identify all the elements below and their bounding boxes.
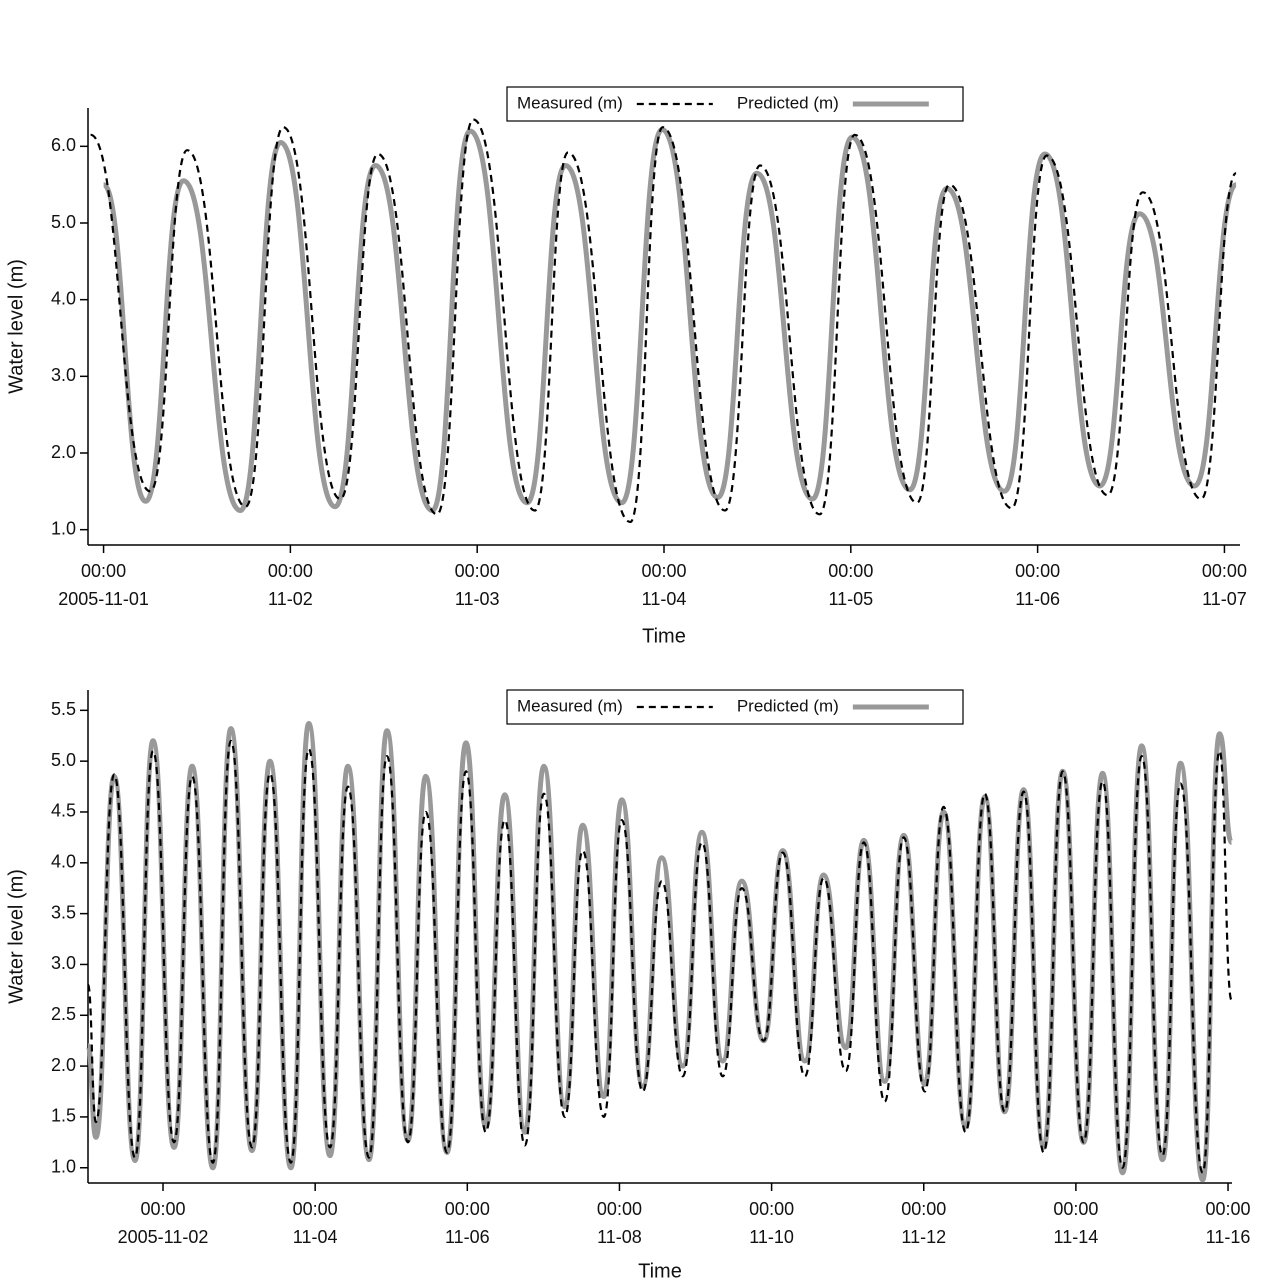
legend-label: Measured (m): [517, 93, 623, 112]
x-tick-label: 11-08: [597, 1227, 642, 1247]
series-line: [101, 127, 1239, 513]
x-tick-label: 11-03: [455, 589, 500, 609]
y-tick-label: 1.5: [51, 1106, 76, 1126]
y-tick-label: 2.5: [51, 1004, 76, 1024]
x-tick-label: 00:00: [641, 561, 686, 581]
y-tick-label: 4.0: [51, 852, 76, 872]
x-tick-label: 00:00: [268, 561, 313, 581]
x-axis-label: Time: [642, 625, 686, 647]
x-tick-label: 11-06: [445, 1227, 490, 1247]
x-tick-label: 11-06: [1015, 589, 1060, 609]
x-tick-label: 00:00: [828, 561, 873, 581]
legend-label: Measured (m): [517, 696, 623, 715]
y-tick-label: 5.0: [51, 750, 76, 770]
x-tick-label: 00:00: [749, 1199, 794, 1219]
x-axis-label: Time: [638, 1260, 682, 1282]
y-tick-label: 3.0: [51, 365, 76, 385]
x-tick-label: 11-07: [1202, 589, 1247, 609]
x-tick-label: 00:00: [293, 1199, 338, 1219]
x-tick-label: 11-05: [828, 589, 873, 609]
x-tick-label: 00:00: [1015, 561, 1060, 581]
y-tick-label: 4.5: [51, 801, 76, 821]
x-tick-label: 11-04: [642, 589, 687, 609]
y-tick-label: 6.0: [51, 135, 76, 155]
legend: Measured (m) Predicted (m): [506, 689, 964, 725]
x-tick-label: 00:00: [1053, 1199, 1098, 1219]
chart: 1.0 2.0 3.0 4.0 5.0 6.0 00:00 2005-11-01 00:00 11…: [5, 86, 1247, 647]
legend-label: Predicted (m): [737, 93, 839, 112]
y-axis-label: Water level (m): [5, 869, 27, 1004]
series-line: [90, 118, 1238, 524]
x-tick-label: 00:00: [1202, 561, 1247, 581]
x-tick-label: 00:00: [445, 1199, 490, 1219]
x-tick-label: 11-16: [1206, 1227, 1251, 1247]
y-tick-label: 5.0: [51, 212, 76, 232]
x-tick-label: 00:00: [1206, 1199, 1251, 1219]
x-tick-label: 00:00: [81, 561, 126, 581]
y-tick-label: 3.0: [51, 953, 76, 973]
y-tick-label: 3.5: [51, 902, 76, 922]
y-tick-label: 1.0: [51, 518, 76, 538]
x-tick-label: 11-10: [749, 1227, 794, 1247]
y-tick-label: 1.0: [51, 1157, 76, 1177]
y-tick-label: 5.5: [51, 699, 76, 719]
x-tick-label: 00:00: [901, 1199, 946, 1219]
legend: Measured (m) Predicted (m): [506, 86, 964, 122]
legend-label: Predicted (m): [737, 696, 839, 715]
y-tick-label: 4.0: [51, 288, 76, 308]
x-tick-label: 00:00: [455, 561, 500, 581]
y-tick-label: 2.0: [51, 442, 76, 462]
x-tick-label: 00:00: [140, 1199, 185, 1219]
y-tick-label: 2.0: [51, 1055, 76, 1075]
x-tick-label: 00:00: [597, 1199, 642, 1219]
x-tick-label: 11-02: [268, 589, 313, 609]
x-tick-label: 11-14: [1054, 1227, 1099, 1247]
x-tick-label: 11-12: [901, 1227, 946, 1247]
chart: 1.0 1.5 2.0 2.5 3.0 3.5 4.0 4.5 5.0 5.5 00:00 2005-…: [5, 689, 1251, 1282]
x-tick-label: 2005-11-02: [118, 1227, 209, 1247]
x-tick-label: 11-04: [293, 1227, 338, 1247]
x-tick-label: 2005-11-01: [58, 589, 149, 609]
y-axis-label: Water level (m): [5, 259, 27, 394]
